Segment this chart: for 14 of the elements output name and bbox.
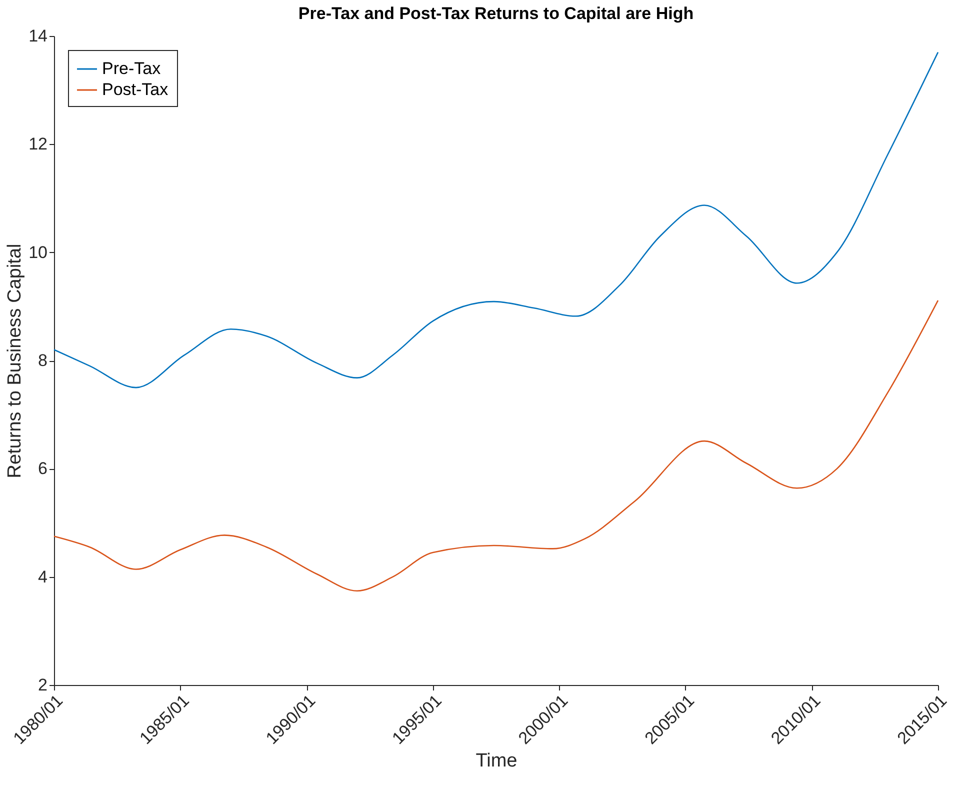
y-tick-label: 12 <box>28 134 48 154</box>
legend-label: Post-Tax <box>102 80 169 99</box>
y-tick-label: 6 <box>38 459 48 478</box>
y-tick-label: 10 <box>28 242 48 262</box>
legend-label: Pre-Tax <box>102 59 162 78</box>
line-series <box>53 300 939 592</box>
y-tick-label: 2 <box>38 676 48 694</box>
line-series <box>53 52 939 388</box>
x-axis-title: Time <box>476 750 518 772</box>
chart-title: Pre-Tax and Post-Tax Returns to Capital are High <box>298 4 694 23</box>
y-axis-title: Returns to Business Capital <box>4 244 26 478</box>
y-tick-label: 14 <box>28 26 48 46</box>
y-tick-label: 4 <box>38 567 48 586</box>
y-tick-label: 8 <box>38 351 48 370</box>
